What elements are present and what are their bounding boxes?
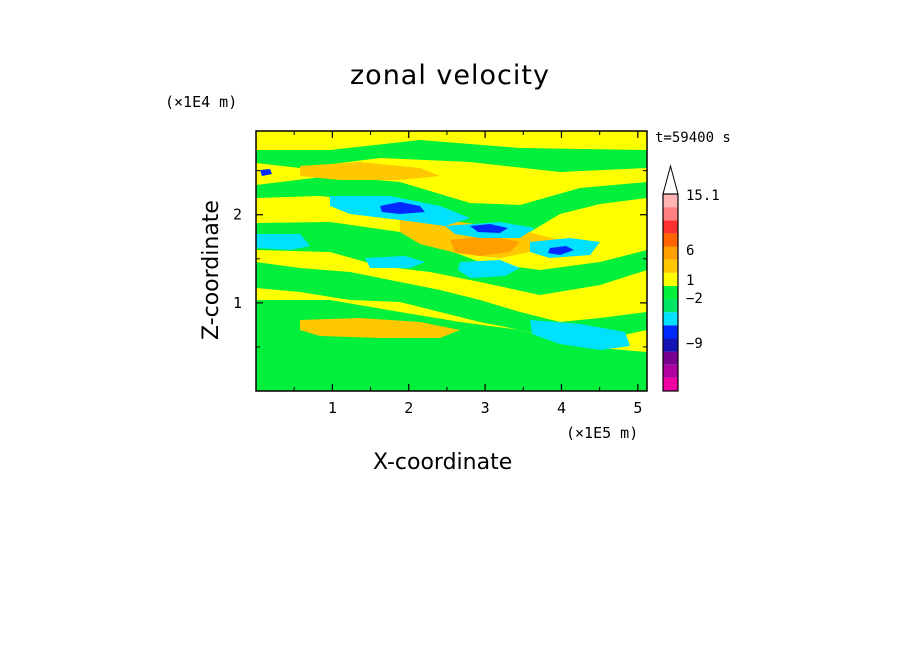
colorbar-swatch [663, 272, 678, 286]
colorbar-swatch [663, 233, 678, 247]
colorbar-extension-arrow [662, 164, 679, 195]
colorbar-swatch [663, 246, 678, 260]
y-axis: 12 [233, 170, 647, 348]
colorbar-swatch [663, 377, 678, 391]
x-axis: 1 2 3 4 5 [293, 131, 642, 417]
contour-region [300, 162, 440, 180]
colorbar-swatch [663, 194, 678, 208]
contour-region [470, 224, 508, 233]
contour-region [256, 262, 647, 340]
x-tick-label: 4 [557, 399, 566, 417]
x-tick-label: 1 [328, 399, 337, 417]
contour-field [256, 131, 647, 391]
y-tick-label: 2 [233, 206, 242, 224]
colorbar-swatch [663, 220, 678, 234]
colorbar-swatch [663, 351, 678, 365]
contour-region [530, 320, 630, 350]
x-tick-label: 2 [404, 399, 413, 417]
contour-region [300, 318, 460, 338]
contour-region [365, 256, 425, 268]
colorbar-swatch [663, 285, 678, 300]
colorbar-swatch [663, 325, 678, 339]
colorbar-tick-label: 1 [686, 273, 694, 289]
colorbar-tick-label: 6 [686, 243, 694, 259]
contour-region [256, 176, 647, 238]
y-tick-label: 1 [233, 294, 242, 312]
colorbar-swatch [663, 338, 678, 352]
colorbar-tick-label: 15.1 [686, 188, 720, 204]
x-tick-label: 5 [633, 399, 642, 417]
colorbar-tick-label: −2 [686, 291, 703, 307]
contour-region [256, 140, 647, 172]
colorbar-tick-label: −9 [686, 336, 703, 352]
colorbar: 15.1 6 1 −2 −9 [662, 164, 720, 392]
time-label: t=59400 s [655, 130, 731, 146]
colorbar-swatch [663, 207, 678, 221]
plot-frame [255, 130, 648, 392]
contour-region [256, 222, 647, 295]
contour-region [260, 169, 272, 176]
colorbar-swatch [663, 299, 678, 313]
x-axis-unit: (×1E5 m) [566, 424, 639, 442]
contour-region [458, 260, 520, 278]
contour-region [256, 234, 310, 250]
contour-region [548, 246, 574, 255]
colorbar-swatch [663, 364, 678, 378]
x-axis-label: X-coordinate [373, 450, 513, 475]
chart-title: zonal velocity [350, 60, 550, 91]
x-tick-label: 3 [481, 399, 490, 417]
contour-region [380, 202, 425, 214]
y-axis-unit: (×1E4 m) [165, 93, 238, 111]
colorbar-frame [662, 193, 679, 392]
colorbar-swatch [663, 312, 678, 326]
colorbar-swatch [663, 259, 678, 273]
contour-region [450, 236, 520, 256]
